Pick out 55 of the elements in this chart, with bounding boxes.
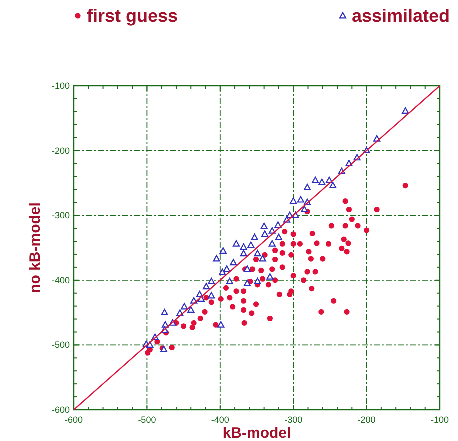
point <box>254 250 262 257</box>
point <box>304 184 312 190</box>
point <box>180 303 188 310</box>
point <box>268 240 276 247</box>
point <box>188 306 195 313</box>
x-tick-label: -600 <box>64 415 84 425</box>
point <box>208 278 216 284</box>
point <box>219 268 226 276</box>
point <box>218 321 225 328</box>
point <box>232 240 240 247</box>
point <box>160 346 168 352</box>
y-tick-label: -200 <box>52 146 70 156</box>
point <box>251 234 258 240</box>
point <box>240 250 248 257</box>
point <box>208 292 216 299</box>
point <box>213 255 220 262</box>
y-tick-label: -300 <box>52 210 70 221</box>
legend-label: first guess <box>87 6 178 26</box>
point <box>244 266 252 272</box>
point <box>223 266 231 272</box>
point <box>297 196 304 203</box>
point <box>259 255 266 262</box>
y-tick-label: -100 <box>52 81 70 91</box>
y-tick-label: -500 <box>52 340 70 350</box>
x-tick-label: -500 <box>138 415 156 425</box>
x-tick-label: -300 <box>284 415 303 425</box>
point <box>146 341 154 348</box>
point <box>226 278 234 284</box>
legend-label: assimilated <box>352 6 450 26</box>
point <box>230 259 238 266</box>
point <box>301 206 308 213</box>
point <box>290 198 298 204</box>
point <box>312 176 320 184</box>
point <box>330 182 337 189</box>
y-tick-label: -600 <box>52 405 70 415</box>
x-tick-label: -200 <box>358 415 376 425</box>
point <box>202 283 210 290</box>
point <box>275 234 283 240</box>
point <box>244 280 252 286</box>
point <box>240 244 248 250</box>
point <box>262 230 269 238</box>
point <box>318 178 326 186</box>
y-axis-title: no kB-model <box>27 202 44 294</box>
point <box>254 278 262 284</box>
y-tick-label: -400 <box>52 275 70 286</box>
point <box>248 242 255 248</box>
x-tick-label: -400 <box>211 415 230 425</box>
x-axis-title: kB-model <box>222 425 292 441</box>
point <box>402 108 410 114</box>
x-tick-label: -100 <box>430 415 450 425</box>
point <box>220 247 227 254</box>
point <box>266 273 274 280</box>
point <box>260 222 268 230</box>
point <box>274 222 282 228</box>
point <box>161 309 168 316</box>
